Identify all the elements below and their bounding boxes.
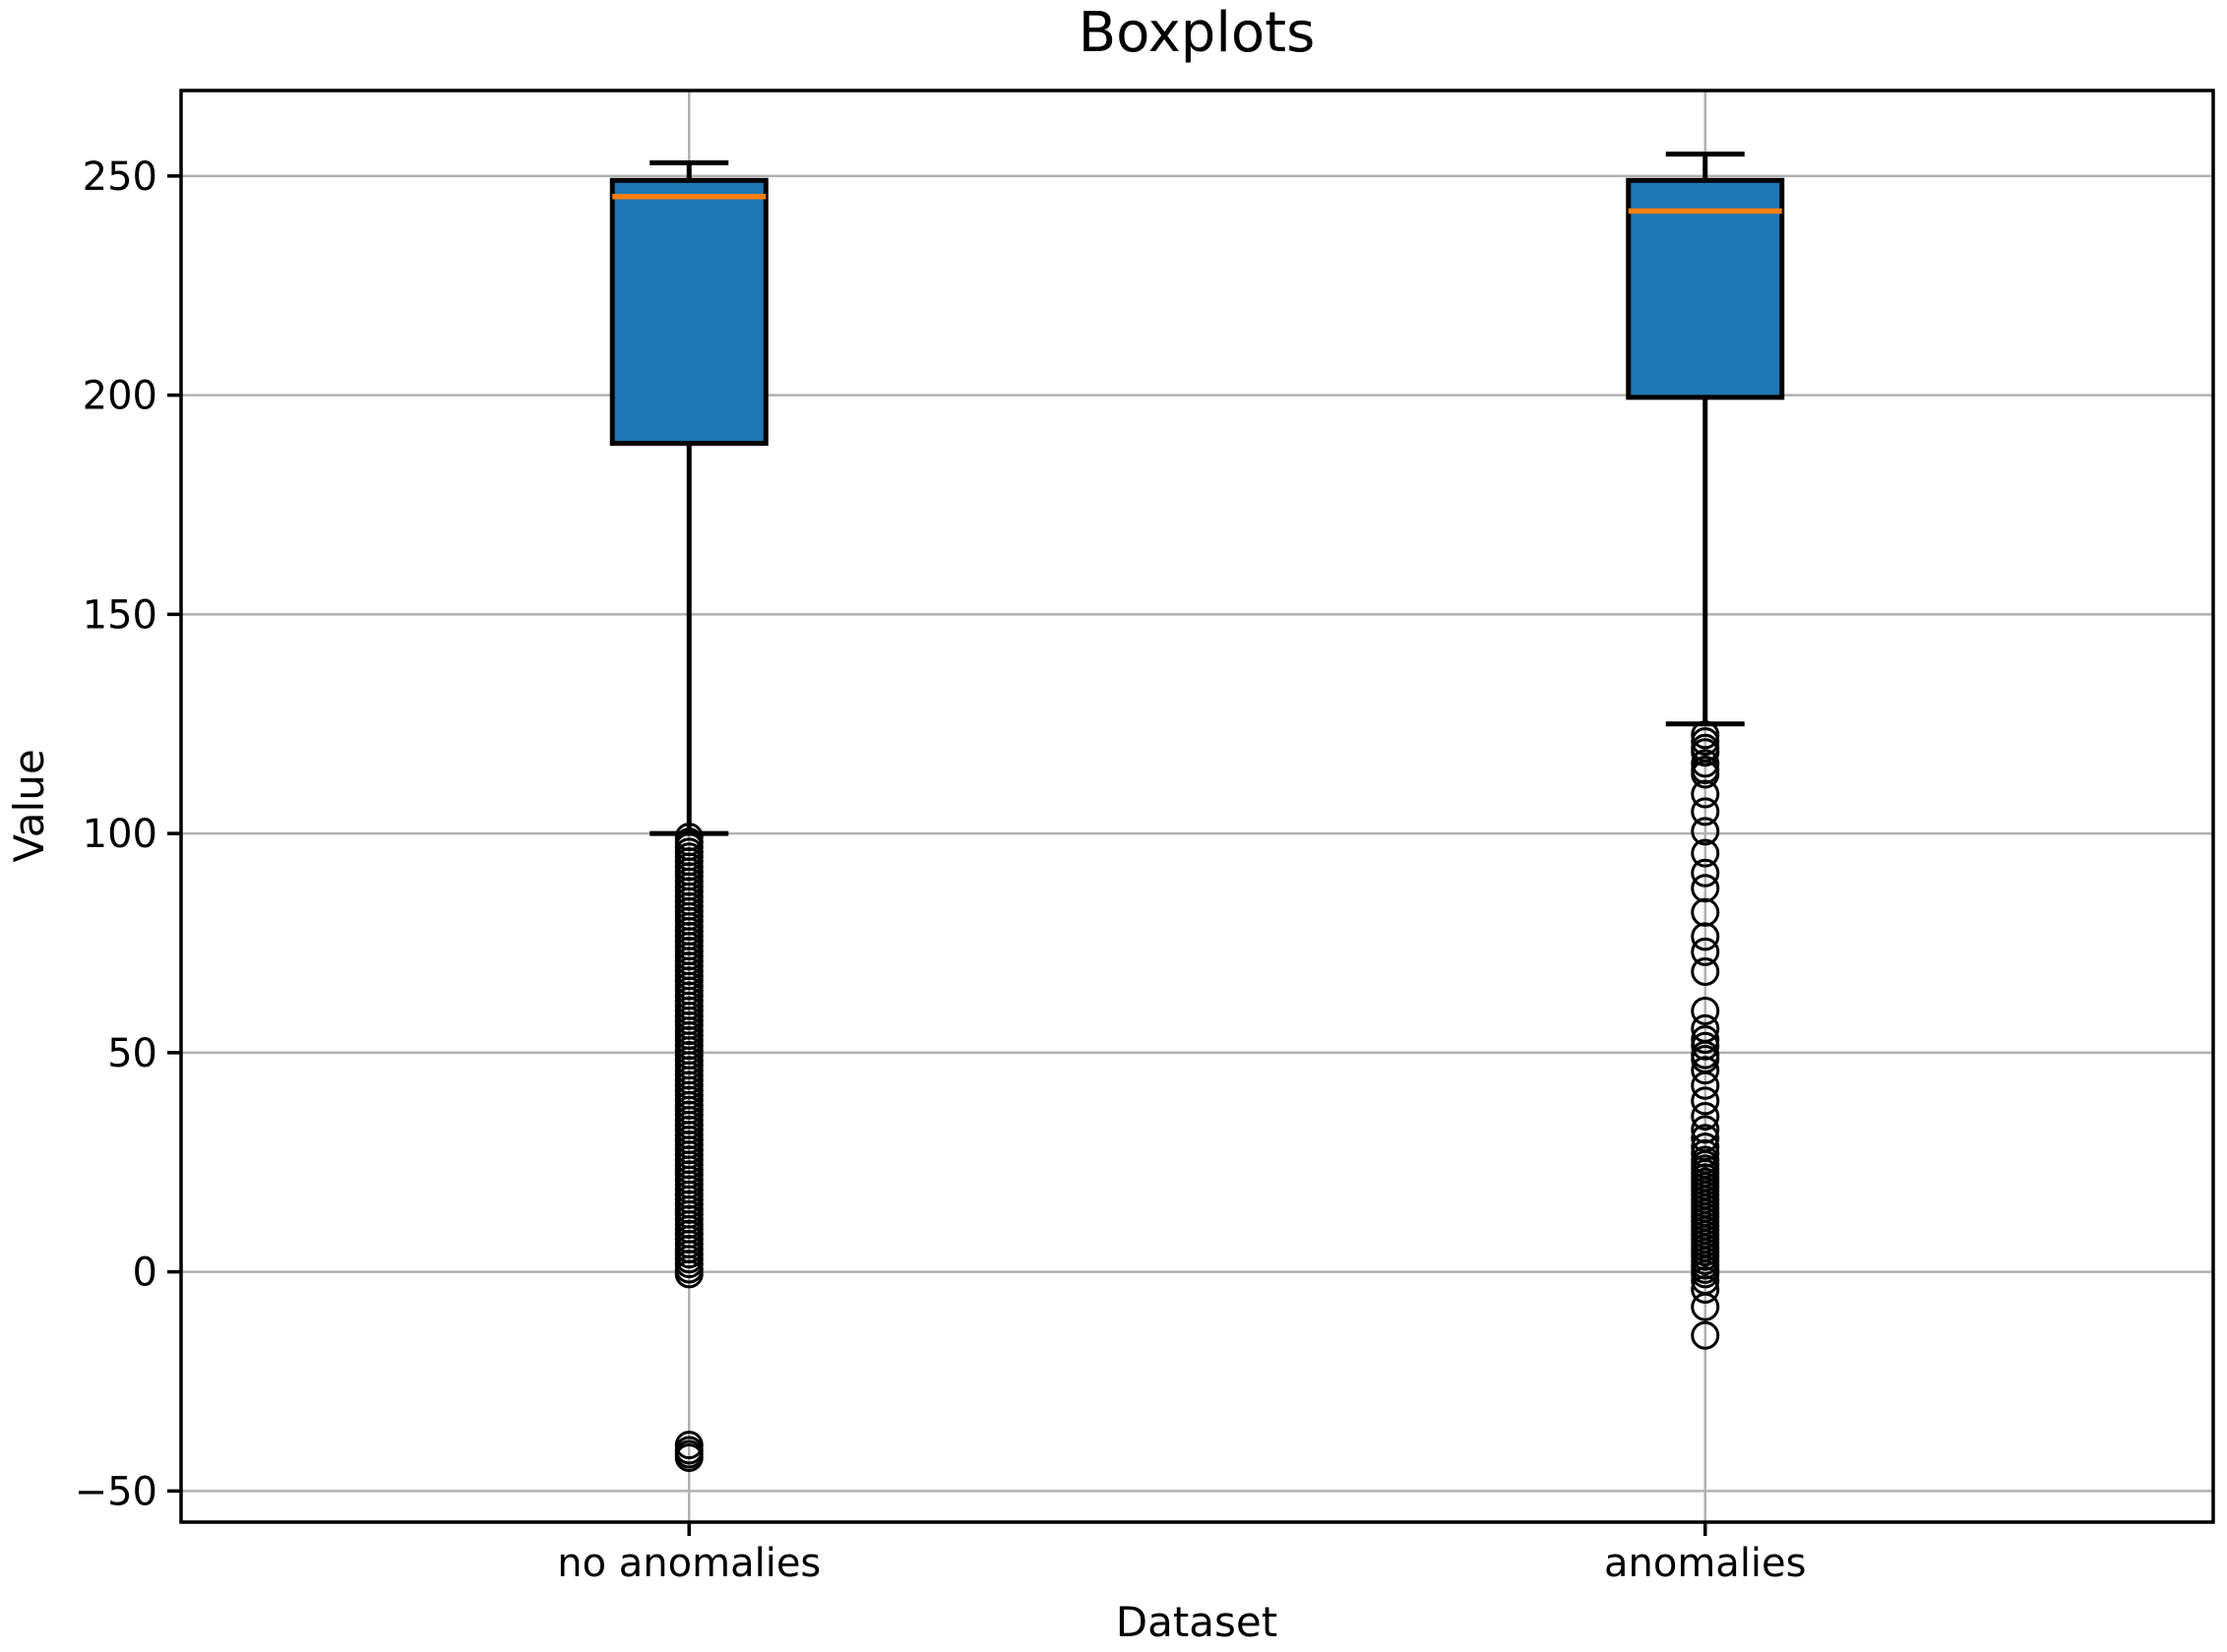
outlier-point (1691, 1320, 1720, 1350)
outlier-point (1691, 1071, 1720, 1100)
outlier-point (1691, 956, 1720, 986)
y-tick-label: 250 (83, 154, 157, 200)
outlier-point (674, 1259, 704, 1289)
outlier-point (1691, 760, 1720, 789)
outlier-point (1691, 817, 1720, 846)
outlier-point (1691, 838, 1720, 868)
boxplots-layer (609, 152, 1785, 1473)
outlier-point (1691, 797, 1720, 826)
x-tick-label: no anomalies (557, 1541, 821, 1586)
outlier-point (1691, 937, 1720, 966)
outlier-point (1691, 738, 1720, 767)
box-rect (1626, 177, 1785, 400)
outlier-point (1691, 727, 1720, 757)
y-tick-label: 150 (83, 592, 157, 638)
outlier-point (1691, 922, 1720, 951)
y-tick-label: 0 (133, 1251, 157, 1296)
y-tick-label: 50 (107, 1031, 157, 1076)
outlier-point (1691, 1025, 1720, 1055)
y-tick-label: 200 (83, 374, 157, 419)
outlier-point (1691, 1086, 1720, 1116)
outlier-point (1691, 1101, 1720, 1131)
outlier-point (1691, 858, 1720, 887)
outlier-point (674, 1443, 704, 1473)
outlier-point (1691, 1292, 1720, 1321)
axes-layer (167, 89, 2215, 1536)
grid-layer (181, 91, 2213, 1522)
outlier-point (1691, 720, 1720, 750)
outlier-point (1691, 1056, 1720, 1085)
box-rect (609, 177, 769, 447)
y-tick-label: 100 (83, 812, 157, 857)
chart-title: Boxplots (1079, 1, 1316, 65)
y-axis-label: Value (5, 749, 53, 862)
boxplot-no-anomalies (609, 160, 769, 1473)
x-axis-label: Dataset (1116, 1598, 1277, 1646)
outlier-point (1691, 1259, 1720, 1289)
tick-labels-layer: −50 0 50 100 150 200 250 no anomalies anomalies (75, 154, 1807, 1586)
outlier-point (1691, 997, 1720, 1026)
boxplot-anomalies (1626, 152, 1785, 1350)
y-tick-label: −50 (75, 1469, 157, 1514)
outlier-point (1691, 779, 1720, 809)
axes-frame (179, 89, 2215, 1524)
outlier-point (1691, 749, 1720, 778)
outlier-point (1691, 1274, 1720, 1304)
x-tick-label: anomalies (1604, 1541, 1807, 1586)
